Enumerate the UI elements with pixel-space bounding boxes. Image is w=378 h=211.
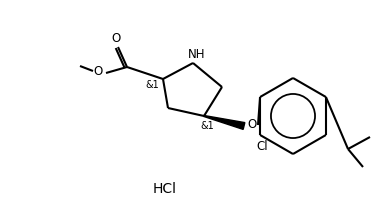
Text: O: O	[93, 65, 102, 77]
Text: NH: NH	[188, 47, 206, 61]
Text: O: O	[112, 31, 121, 45]
Text: O: O	[247, 119, 257, 131]
Text: &1: &1	[200, 121, 214, 131]
Text: &1: &1	[145, 80, 159, 90]
Text: HCl: HCl	[153, 182, 177, 196]
Polygon shape	[204, 115, 245, 129]
Text: Cl: Cl	[256, 139, 268, 153]
